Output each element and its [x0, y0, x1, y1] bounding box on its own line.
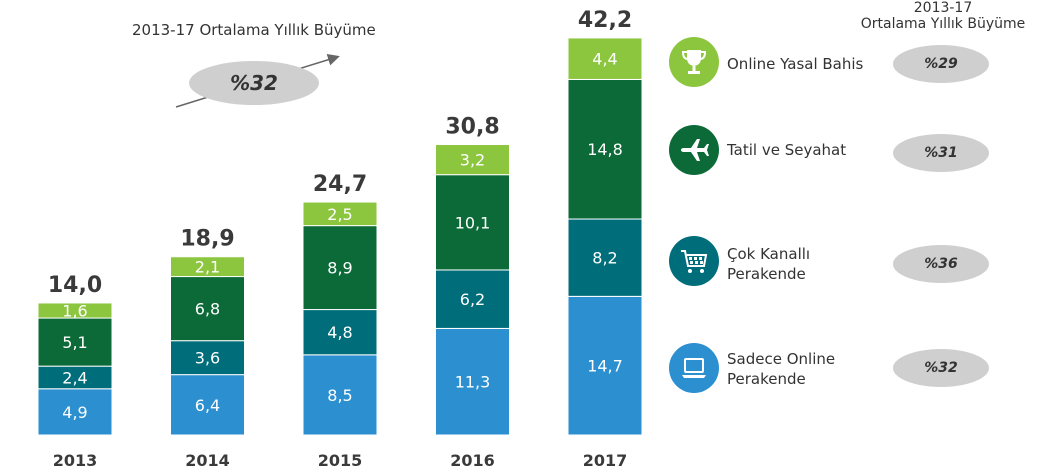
legend-growth-cok-kanalli-perakende: %36: [893, 245, 989, 283]
total-label-2017: 42,2: [578, 8, 632, 33]
bar-segment-sadece-online-perakende-2014: [170, 374, 245, 436]
segment-label-cok-kanalli-perakende-2016: 6,2: [460, 290, 485, 309]
bar-segment-online-yasal-bahis-2014: [170, 256, 245, 278]
segment-label-online-yasal-bahis-2014: 2,1: [195, 258, 220, 277]
total-label-2014: 18,9: [180, 227, 234, 252]
segment-label-tatil-ve-seyahat-2015: 8,9: [327, 259, 352, 278]
bar-segment-sadece-online-perakende-2016: [435, 327, 510, 436]
total-label-2016: 30,8: [445, 115, 499, 140]
bar-segment-online-yasal-bahis-2017: [567, 37, 643, 80]
x-tick-label-2013: 2013: [53, 451, 98, 470]
segment-label-online-yasal-bahis-2013: 1,6: [62, 302, 87, 321]
legend-header-line1: 2013-17: [913, 0, 973, 16]
segment-label-online-yasal-bahis-2017: 4,4: [592, 50, 617, 69]
segment-label-sadece-online-perakende-2014: 6,4: [195, 396, 220, 415]
bar-segment-online-yasal-bahis-2015: [302, 201, 378, 227]
bar-segment-tatil-ve-seyahat-2013: [37, 317, 113, 367]
segment-label-online-yasal-bahis-2015: 2,5: [327, 205, 352, 224]
bar-segment-online-yasal-bahis-2016: [435, 144, 510, 176]
legend-label-tatil-ve-seyahat: Tatil ve Seyahat: [727, 141, 847, 159]
legend-header-line2: Ortalama Yıllık Büyüme: [860, 16, 1026, 32]
segment-label-tatil-ve-seyahat-2014: 6,8: [195, 300, 220, 319]
segment-label-sadece-online-perakende-2013: 4,9: [62, 403, 87, 422]
legend-label-cok-kanalli-perakende: Çok Kanallı Perakende: [727, 245, 811, 283]
bar-segment-cok-kanalli-perakende-2016: [435, 269, 510, 329]
bar-segment-tatil-ve-seyahat-2014: [170, 276, 245, 342]
laptop-icon: [669, 343, 719, 393]
growth-title: 2013-17 Ortalama Yıllık Büyüme: [132, 21, 376, 39]
bar-segment-sadece-online-perakende-2013: [37, 388, 113, 436]
segment-label-online-yasal-bahis-2016: 3,2: [460, 151, 485, 170]
shopping-cart-icon: [669, 236, 719, 286]
x-tick-label-2017: 2017: [583, 451, 628, 470]
legend-growth-sadece-online-perakende: %32: [893, 349, 989, 387]
legend-header: 2013-17 Ortalama Yıllık Büyüme: [847, 0, 1039, 32]
bar-segment-tatil-ve-seyahat-2015: [302, 225, 378, 311]
bar-segment-sadece-online-perakende-2017: [567, 295, 643, 436]
x-tick-label-2014: 2014: [185, 451, 230, 470]
growth-ellipse: %32: [189, 61, 319, 105]
bar-segment-online-yasal-bahis-2013: [37, 302, 113, 319]
total-label-2013: 14,0: [48, 273, 102, 298]
bar-segment-tatil-ve-seyahat-2017: [567, 78, 643, 220]
legend-label-online-yasal-bahis: Online Yasal Bahis: [727, 55, 864, 73]
segment-label-tatil-ve-seyahat-2013: 5,1: [62, 333, 87, 352]
bar-segment-sadece-online-perakende-2015: [302, 354, 378, 436]
x-tick-label-2015: 2015: [318, 451, 363, 470]
legend-growth-tatil-ve-seyahat: %31: [893, 134, 989, 172]
bar-segment-cok-kanalli-perakende-2014: [170, 340, 245, 376]
legend-label-sadece-online-perakende: Sadece Online Perakende: [727, 350, 836, 388]
segment-label-tatil-ve-seyahat-2016: 10,1: [455, 213, 491, 232]
legend-growth-online-yasal-bahis: %29: [893, 45, 989, 83]
segment-label-sadece-online-perakende-2017: 14,7: [587, 357, 623, 376]
segment-label-cok-kanalli-perakende-2014: 3,6: [195, 349, 220, 368]
segment-label-cok-kanalli-perakende-2015: 4,8: [327, 323, 352, 342]
total-label-2015: 24,7: [313, 172, 367, 197]
airplane-icon: [669, 125, 719, 175]
segment-label-sadece-online-perakende-2015: 8,5: [327, 386, 352, 405]
trophy-icon: [669, 37, 719, 87]
x-tick-label-2016: 2016: [450, 451, 495, 470]
segment-label-sadece-online-perakende-2016: 11,3: [455, 373, 491, 392]
segment-label-cok-kanalli-perakende-2017: 8,2: [592, 249, 617, 268]
bar-segment-cok-kanalli-perakende-2017: [567, 218, 643, 297]
bar-segment-cok-kanalli-perakende-2015: [302, 309, 378, 356]
segment-label-tatil-ve-seyahat-2017: 14,8: [587, 140, 623, 159]
segment-label-cok-kanalli-perakende-2013: 2,4: [62, 368, 87, 387]
